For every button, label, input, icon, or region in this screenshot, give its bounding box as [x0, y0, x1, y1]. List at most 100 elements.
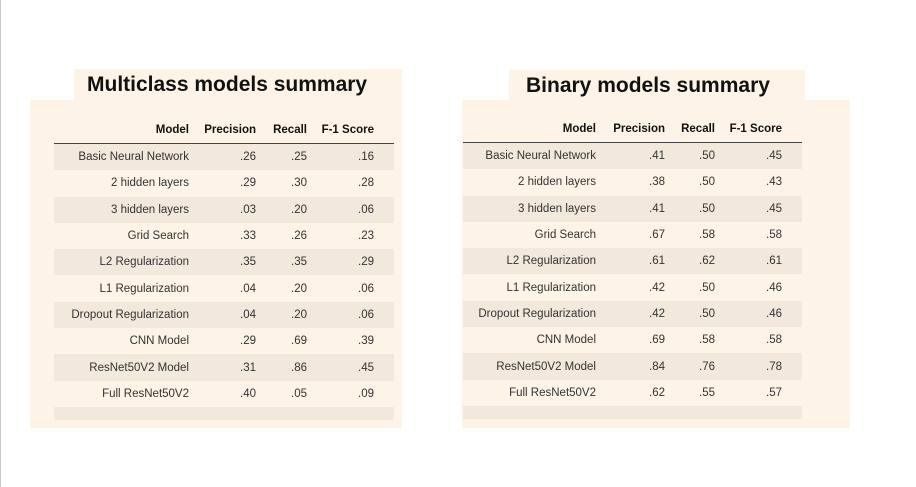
- table-row: 2 hidden layers .38 .50 .43: [463, 169, 802, 196]
- cell-model: ResNet50V2 Model: [463, 353, 602, 380]
- table-row: L1 Regularization .04 .20 .06: [54, 275, 394, 302]
- column-header-precision: Precision: [602, 116, 671, 143]
- binary-table: Model Precision Recall F-1 Score Basic N…: [463, 116, 802, 419]
- cell-precision: .42: [602, 274, 671, 301]
- table-row: Dropout Regularization .04 .20 .06: [54, 301, 394, 329]
- cell-recall: .58: [671, 327, 721, 354]
- cell-recall: .20: [262, 301, 313, 329]
- multiclass-title-box: [74, 69, 402, 103]
- table-header-row: Model Precision Recall F-1 Score: [54, 117, 394, 144]
- cell-recall: .50: [671, 274, 721, 301]
- cell-f1-score: .43: [721, 169, 802, 196]
- cell-recall: .76: [671, 353, 721, 380]
- cell-f1-score: .61: [721, 248, 802, 275]
- column-header-f1-score: F-1 Score: [313, 117, 394, 144]
- cell-model: CNN Model: [463, 327, 602, 354]
- cell-precision: .31: [195, 354, 262, 381]
- cell-f1-score: .23: [313, 222, 394, 250]
- cell-model: Grid Search: [54, 222, 195, 250]
- cell-model: L1 Regularization: [463, 274, 602, 301]
- table-row: Grid Search .67 .58 .58: [463, 221, 802, 249]
- cell-precision: .29: [195, 170, 262, 197]
- cell-recall: .50: [671, 300, 721, 328]
- column-header-recall: Recall: [262, 117, 313, 144]
- binary-title: Binary models summary: [526, 74, 770, 97]
- table-row: Basic Neural Network .41 .50 .45: [463, 142, 802, 170]
- cell-f1-score: .58: [721, 327, 802, 354]
- cell-f1-score: .57: [721, 379, 802, 406]
- cell-precision: .35: [195, 249, 262, 276]
- cell-recall: .86: [262, 354, 313, 381]
- binary-title-box: [509, 70, 805, 104]
- cell-model: Dropout Regularization: [463, 300, 602, 328]
- cell-recall: .62: [671, 248, 721, 275]
- column-header-precision: Precision: [195, 117, 262, 144]
- cell-precision: .26: [195, 143, 262, 171]
- cell-precision: .41: [602, 142, 671, 170]
- table-row: CNN Model .29 .69 .39: [54, 328, 394, 355]
- cell-recall: .25: [262, 143, 313, 171]
- cell-recall: .20: [262, 275, 313, 302]
- cell-precision: .33: [195, 222, 262, 250]
- column-header-recall: Recall: [671, 116, 721, 143]
- cell-f1-score: .29: [313, 249, 394, 276]
- table-row: L2 Regularization .61 .62 .61: [463, 248, 802, 275]
- cell-model: 3 hidden layers: [463, 195, 602, 222]
- cell-model: 2 hidden layers: [54, 170, 195, 197]
- cell-model: Full ResNet50V2: [463, 379, 602, 406]
- cell-recall: .50: [671, 195, 721, 222]
- multiclass-title: Multiclass models summary: [87, 73, 368, 96]
- cell-model: 2 hidden layers: [463, 169, 602, 196]
- cell-recall: .30: [262, 170, 313, 197]
- table-row: 3 hidden layers .41 .50 .45: [463, 195, 802, 222]
- cell-f1-score: .06: [313, 275, 394, 302]
- cell-f1-score: .58: [721, 221, 802, 249]
- cell-f1-score: .45: [721, 142, 802, 170]
- cell-f1-score: .45: [721, 195, 802, 222]
- cell-f1-score: .06: [313, 196, 394, 223]
- cell-model: L1 Regularization: [54, 275, 195, 302]
- table-row: Grid Search .33 .26 .23: [54, 222, 394, 250]
- table-row: CNN Model .69 .58 .58: [463, 327, 802, 354]
- cell-recall: .05: [262, 380, 313, 407]
- cell-model: Dropout Regularization: [54, 301, 195, 329]
- cell-model: CNN Model: [54, 328, 195, 355]
- table-row: 2 hidden layers .29 .30 .28: [54, 170, 394, 197]
- table-row: Dropout Regularization .42 .50 .46: [463, 300, 802, 328]
- table-row: L2 Regularization .35 .35 .29: [54, 249, 394, 276]
- table-row: 3 hidden layers .03 .20 .06: [54, 196, 394, 223]
- column-header-model: Model: [463, 116, 602, 143]
- cell-f1-score: .16: [313, 143, 394, 171]
- cell-model: Basic Neural Network: [54, 143, 195, 171]
- cell-recall: .50: [671, 142, 721, 170]
- table-row: Basic Neural Network .26 .25 .16: [54, 143, 394, 171]
- cell-f1-score: .45: [313, 354, 394, 381]
- cell-precision: .42: [602, 300, 671, 328]
- table-row: ResNet50V2 Model .84 .76 .78: [463, 353, 802, 380]
- cell-f1-score: .09: [313, 380, 394, 407]
- table-filler-row: [54, 406, 394, 420]
- cell-precision: .61: [602, 248, 671, 275]
- cell-f1-score: .06: [313, 301, 394, 329]
- multiclass-table: Model Precision Recall F-1 Score Basic N…: [54, 117, 394, 420]
- cell-precision: .29: [195, 328, 262, 355]
- cell-recall: .20: [262, 196, 313, 223]
- cell-precision: .62: [602, 379, 671, 406]
- cell-model: Basic Neural Network: [463, 142, 602, 170]
- cell-model: 3 hidden layers: [54, 196, 195, 223]
- column-header-model: Model: [54, 117, 195, 144]
- cell-precision: .84: [602, 353, 671, 380]
- cell-f1-score: .28: [313, 170, 394, 197]
- column-header-f1-score: F-1 Score: [721, 116, 802, 143]
- cell-model: Grid Search: [463, 221, 602, 249]
- cell-recall: .26: [262, 222, 313, 250]
- table-row: ResNet50V2 Model .31 .86 .45: [54, 354, 394, 381]
- table-header-row: Model Precision Recall F-1 Score: [463, 116, 802, 143]
- cell-f1-score: .46: [721, 274, 802, 301]
- cell-model: Full ResNet50V2: [54, 380, 195, 407]
- cell-recall: .35: [262, 249, 313, 276]
- cell-precision: .04: [195, 301, 262, 329]
- cell-model: ResNet50V2 Model: [54, 354, 195, 381]
- cell-model: L2 Regularization: [463, 248, 602, 275]
- cell-precision: .67: [602, 221, 671, 249]
